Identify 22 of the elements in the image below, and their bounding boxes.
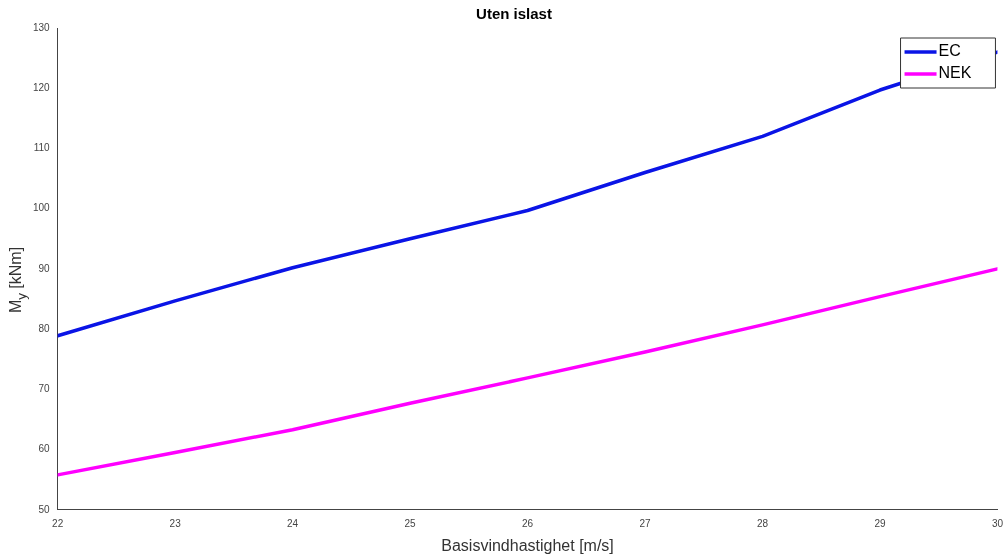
y-tick-label: 130 [33,21,51,33]
y-tick-label: 60 [38,443,51,455]
chart-title: Uten islast [476,5,552,23]
y-tick-label: 120 [33,81,51,93]
x-axis-title: Basisvindhastighet [m/s] [441,536,614,554]
x-tick-label: 25 [404,517,417,529]
legend-label: EC [938,42,961,60]
x-tick-label: 23 [169,517,182,529]
y-tick-label: 50 [38,503,51,515]
x-tick-label: 27 [639,517,652,529]
y-tick-label: 110 [33,142,51,154]
y-tick-label: 100 [33,202,51,214]
x-tick-label: 22 [52,517,64,529]
x-tick-label: 26 [522,517,534,529]
x-tick-label: 28 [756,517,769,529]
x-tick-label: 24 [287,517,299,529]
x-tick-label: 30 [991,517,1004,529]
legend-label: NEK [938,64,972,82]
y-tick-label: 70 [38,383,51,395]
y-tick-label: 90 [38,262,51,274]
y-tick-label: 80 [38,322,51,334]
x-tick-label: 29 [874,517,886,529]
